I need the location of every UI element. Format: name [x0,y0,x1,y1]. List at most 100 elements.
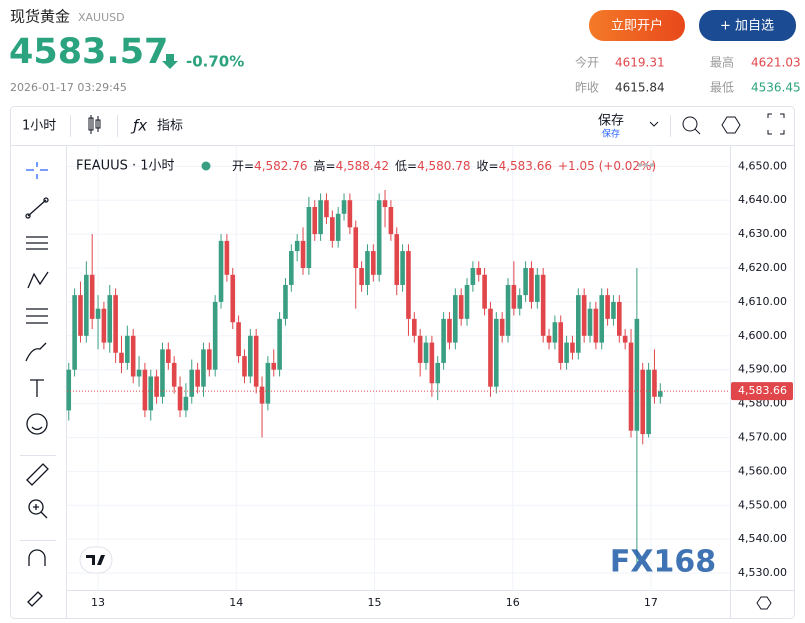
down-arrow [162,54,178,69]
stat-label: 今开 [575,55,599,70]
candle-body [558,322,564,363]
candle-body [540,274,546,336]
candle-body [417,335,423,363]
y-tick-label: 4,610.00 [738,295,787,308]
candle-body [107,295,113,343]
candle-body [388,207,394,235]
candle-body [423,342,429,363]
x-tick-label: 16 [506,596,520,609]
candle-body [201,349,206,387]
candle-body [95,308,101,319]
candle-body [406,251,411,319]
x-tick-label: 13 [91,596,105,609]
candle-body [230,274,236,323]
candle-body [634,318,640,431]
candle-body [447,318,452,343]
candle-body [382,200,388,208]
candle-body [400,251,405,285]
y-tick-label: 4,620.00 [738,261,787,274]
indicators[interactable]: 指标 [157,119,183,134]
last-price-label: 4,583.66 [738,384,787,397]
candle-body [593,308,599,343]
candle-body [435,362,441,384]
candle-body [581,295,587,336]
button-label: + 加自选 [720,19,774,34]
candle-body [189,369,195,397]
candle-body [605,295,610,319]
ohlc-legend: 开=4,582.76 高=4,588.42 低=4,580.78 收=4,583.66… [232,158,656,173]
candle-body [271,362,277,370]
x-tick-label: 14 [229,596,243,609]
candle-body [148,376,154,411]
candle-body [599,295,605,343]
stat-value: 4619.31 [615,56,665,70]
candle-body [212,301,218,370]
candle-body [207,349,212,370]
title: 现货黄金 [10,8,70,26]
drawing-tools[interactable] [25,162,49,607]
candle-body [464,284,470,319]
quick-search[interactable] [682,116,701,135]
legend-label: 收= [477,159,499,173]
candle-body [66,369,72,411]
candle-body [564,342,569,363]
candle-icon[interactable] [88,115,101,134]
candle-body [523,268,528,296]
save[interactable]: 保存 [598,114,624,129]
watermark: FX168 [610,545,716,580]
y-tick-label: 4,540.00 [738,532,787,545]
candle-body [236,322,241,357]
candle-body [183,396,189,411]
candle-body [78,295,83,336]
candle-body [72,295,77,370]
candle-body [177,386,183,411]
x-tick-label: 15 [367,596,381,609]
candle-body [195,369,200,387]
y-tick-label: 4,640.00 [738,193,787,206]
candle-body [160,349,165,397]
legend-value: 4,588.42 [336,159,389,173]
candle-body [253,335,259,387]
stat-label: 昨收 [575,81,599,95]
legend-value: 4,580.78 [417,159,470,173]
interval[interactable]: 1小时 [22,119,56,134]
candle-body [289,251,294,285]
candle-body [324,200,329,218]
save-sub: 保存 [602,128,620,140]
fullscreen[interactable] [767,113,785,135]
candle-body [101,308,107,343]
candle-body [617,301,622,336]
candle-body [517,295,523,309]
candle-body [365,251,370,285]
legend-title: FEAUUS · 1小时 [76,159,175,174]
x-tick-label: 17 [644,596,658,609]
candle-body [658,391,663,397]
candle-body [429,342,435,384]
stat-value: 4615.84 [615,81,665,95]
button-label: 立即开户 [611,18,663,34]
plot [66,146,730,590]
axis-settings[interactable] [756,596,772,610]
candle-body [458,295,464,319]
candle-body [283,284,288,319]
candle-body [552,322,558,343]
open-account-button[interactable] [589,10,685,41]
candle-body [494,318,499,387]
candle-body [259,386,265,404]
candle-body [535,274,540,302]
y-tick-label: 4,570.00 [738,430,787,443]
fx-icon[interactable]: ƒx [130,117,147,135]
candle-body [576,295,581,353]
more-dots[interactable] [638,163,654,167]
candle-body [570,342,575,353]
status-dot [201,161,211,171]
watchlist-button[interactable] [699,10,796,41]
candle-body [611,301,616,319]
candle-body [218,240,224,302]
candle-body [470,268,476,285]
candle-body [242,356,247,377]
dropdown[interactable] [649,121,659,127]
candle-body [125,335,130,363]
settings[interactable] [721,116,741,134]
